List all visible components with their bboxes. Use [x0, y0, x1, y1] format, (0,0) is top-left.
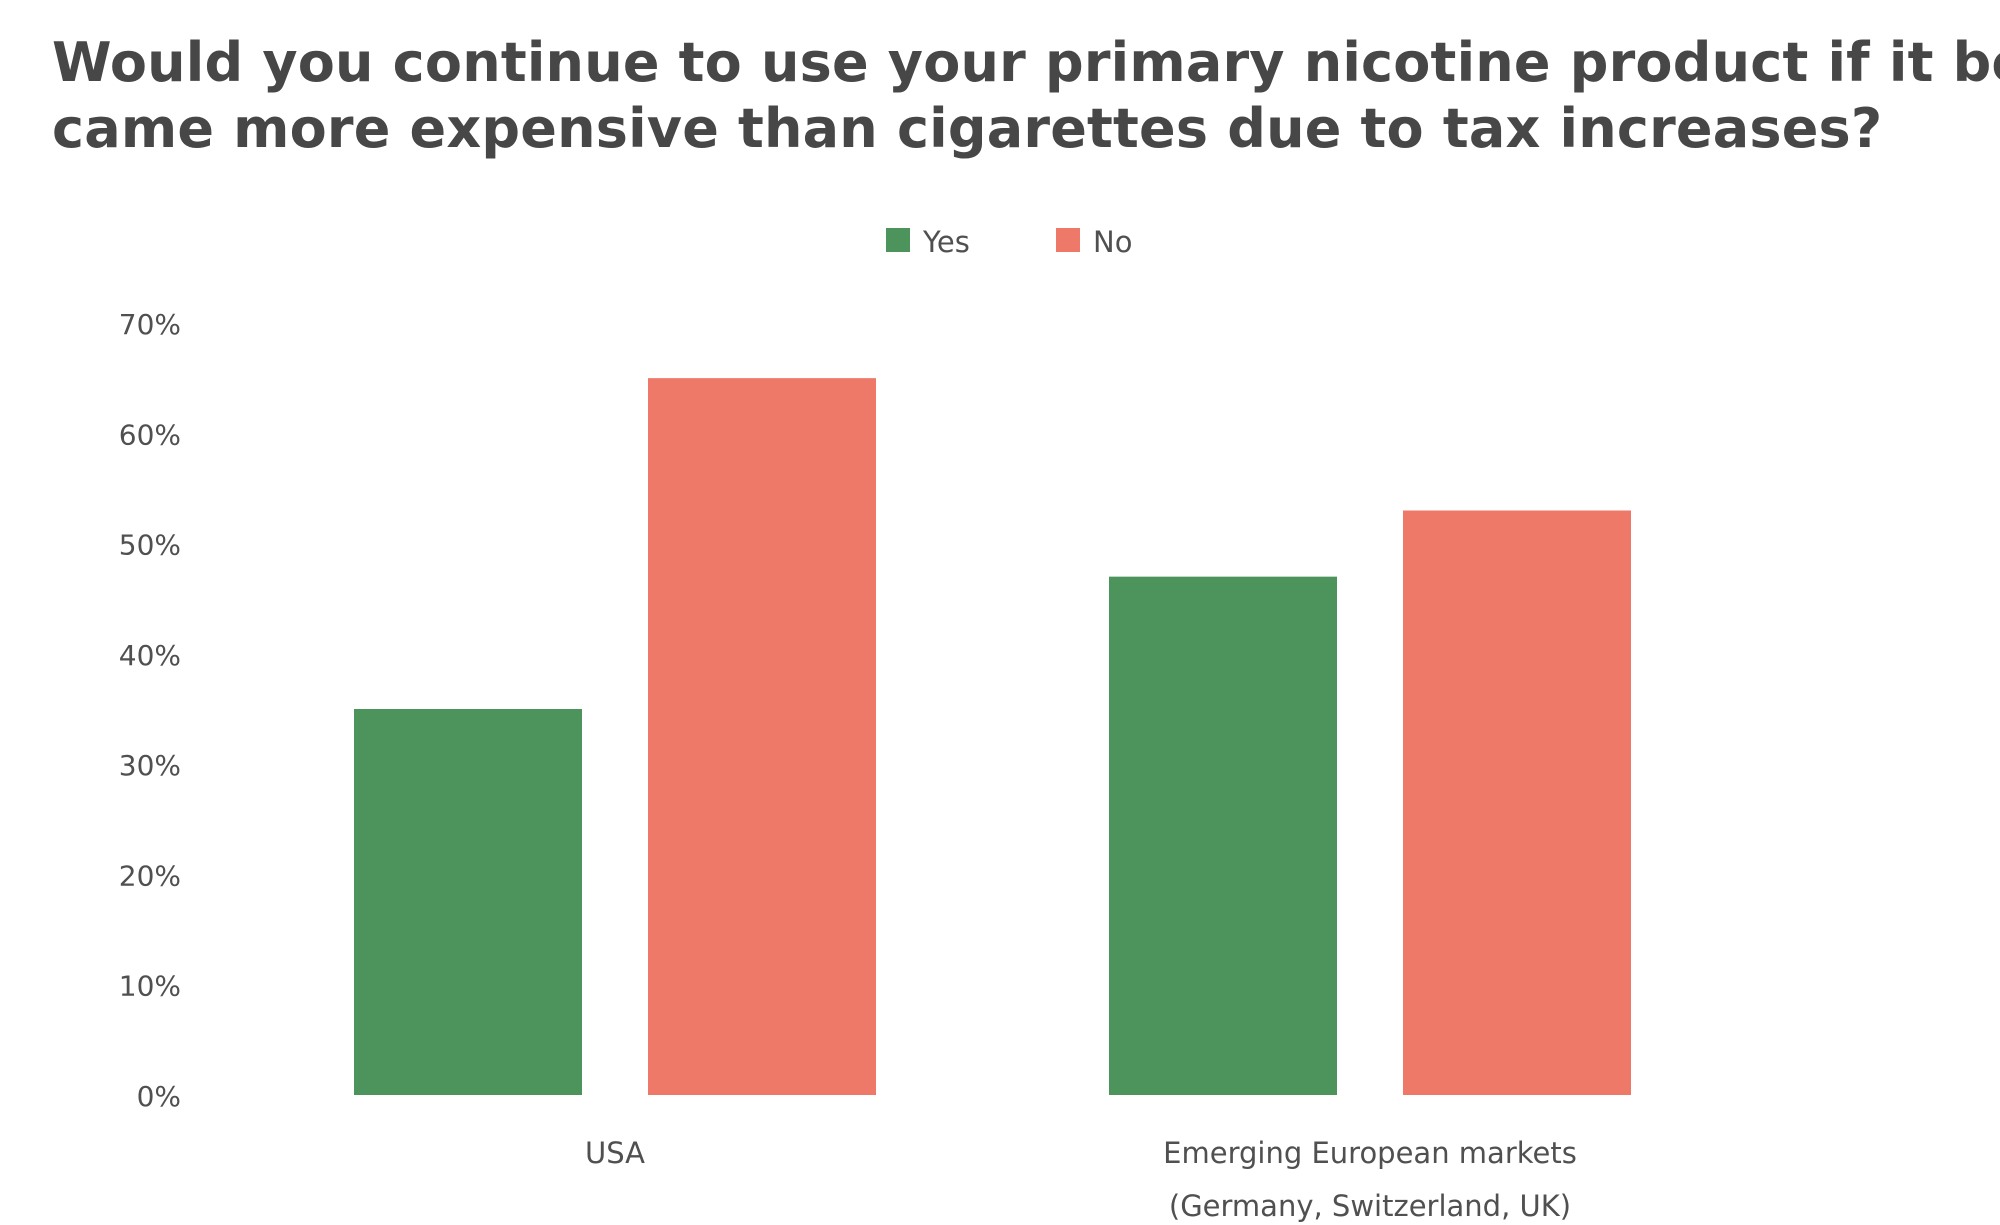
x-category-label: USA: [585, 1136, 645, 1170]
y-tick-label: 0%: [137, 1080, 181, 1113]
legend-swatch-yes: [886, 228, 910, 252]
chart-title-line-1: Would you continue to use your primary n…: [52, 31, 2000, 94]
chart-title: Would you continue to use your primary n…: [52, 30, 2000, 162]
y-tick-label: 60%: [119, 418, 181, 451]
y-tick-label: 10%: [119, 970, 181, 1003]
legend-label-no: No: [1093, 225, 1132, 259]
y-tick-label: 30%: [119, 749, 181, 782]
bar-no-0: [648, 378, 876, 1096]
bar-no-1: [1403, 510, 1631, 1095]
chart-title-line-2: came more expensive than cigarettes due …: [52, 97, 1883, 160]
x-category-label: (Germany, Switzerland, UK): [1169, 1189, 1571, 1223]
y-tick-label: 20%: [119, 859, 181, 892]
y-tick-label: 50%: [119, 529, 181, 562]
legend-label-yes: Yes: [922, 225, 970, 259]
bar-yes-0: [354, 709, 582, 1095]
y-tick-label: 70%: [119, 308, 181, 341]
x-category-label: Emerging European markets: [1163, 1136, 1577, 1170]
legend-swatch-no: [1056, 228, 1080, 252]
bar-yes-1: [1109, 576, 1337, 1095]
y-tick-label: 40%: [119, 639, 181, 672]
